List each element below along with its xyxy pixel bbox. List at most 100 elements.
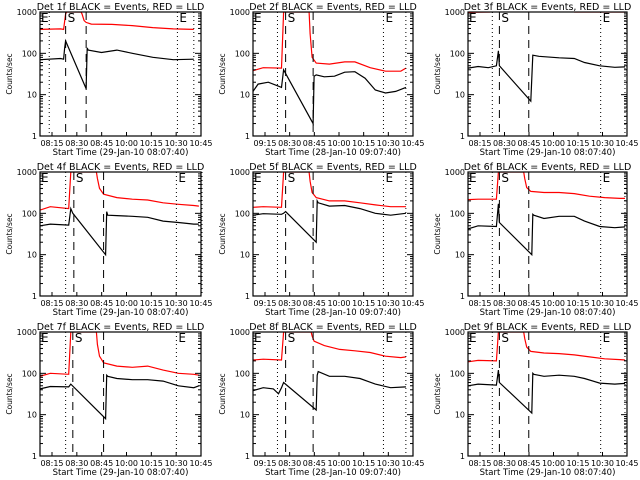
y-tick-label: 1000: [17, 168, 37, 177]
panel-title: Det 8f BLACK = Events, RED = LLD: [249, 322, 417, 333]
label-e-end: E: [603, 11, 611, 25]
x-tick-label: 08:30: [278, 459, 301, 468]
series-lld: [40, 172, 199, 211]
label-e-end: E: [385, 11, 393, 25]
label-e-end: E: [178, 331, 186, 345]
x-tick-label: 08:30: [65, 459, 88, 468]
panel-title: Det 6f BLACK = Events, RED = LLD: [464, 162, 632, 173]
label-e-start: E: [254, 171, 262, 185]
x-tick-label: 10:45: [401, 299, 424, 308]
y-tick-label: 1: [32, 132, 37, 141]
x-tick-label: 08:45: [303, 299, 326, 308]
x-tick-label: 08:30: [493, 139, 516, 148]
x-tick-label: 10:30: [377, 459, 400, 468]
y-tick-label: 1000: [230, 168, 250, 177]
x-tick-label: 10:15: [566, 299, 589, 308]
label-s: S: [288, 331, 296, 345]
label-s: S: [76, 171, 84, 185]
series-events: [468, 50, 626, 103]
x-tick-label: 09:15: [253, 299, 276, 308]
x-tick-label: 08:30: [493, 459, 516, 468]
label-e-start: E: [469, 11, 477, 25]
x-tick-label: 08:45: [303, 139, 326, 148]
label-e-start: E: [41, 171, 49, 185]
x-tick-label: 08:15: [40, 299, 63, 308]
x-axis-label: Start Time (28-Jan-10 09:07:40): [265, 468, 401, 478]
y-axis-label: Counts/sec: [433, 373, 442, 414]
plot-frame: [467, 11, 628, 137]
x-axis-label: Start Time (28-Jan-10 09:07:40): [265, 308, 401, 318]
series-events: [40, 38, 194, 89]
y-tick-label: 1000: [445, 168, 465, 177]
series-events: [468, 203, 626, 257]
y-tick-label: 1: [245, 132, 250, 141]
x-tick-label: 08:30: [278, 139, 301, 148]
x-tick-label: 10:00: [542, 459, 565, 468]
x-tick-label: 10:30: [165, 459, 188, 468]
plot-frame: [39, 331, 202, 457]
plot-frame: [252, 11, 414, 137]
series-lld: [40, 332, 200, 377]
y-axis-label: Counts/sec: [5, 53, 14, 94]
x-tick-label: 10:00: [115, 299, 138, 308]
x-tick-label: 08:45: [303, 459, 326, 468]
x-tick-label: 09:15: [253, 139, 276, 148]
x-tick-label: 08:15: [40, 139, 63, 148]
x-axis-label: Start Time (29-Jan-10 08:07:40): [53, 468, 189, 478]
x-axis-label: Start Time (29-Jan-10 08:07:40): [480, 468, 616, 478]
x-tick-label: 10:45: [401, 139, 424, 148]
x-axis-label: Start Time (29-Jan-10 08:07:40): [480, 308, 616, 318]
y-axis-label: Counts/sec: [5, 373, 14, 414]
panel-title: Det 9f BLACK = Events, RED = LLD: [464, 322, 632, 333]
y-tick-label: 100: [235, 209, 250, 218]
x-tick-label: 08:45: [517, 459, 540, 468]
series-lld: [40, 12, 194, 31]
plot-frame: [467, 171, 628, 297]
y-tick-label: 1000: [445, 8, 465, 17]
x-tick-label: 10:30: [377, 139, 400, 148]
x-tick-label: 08:30: [65, 299, 88, 308]
y-axis-label: Counts/sec: [433, 213, 442, 254]
y-tick-label: 1000: [17, 328, 37, 337]
y-tick-label: 100: [22, 209, 37, 218]
x-tick-label: 08:45: [90, 459, 113, 468]
label-s: S: [501, 331, 509, 345]
plot-frame: [39, 11, 202, 137]
y-axis-label: Counts/sec: [218, 53, 227, 94]
panel-title: Det 1f BLACK = Events, RED = LLD: [37, 2, 205, 13]
x-tick-label: 10:00: [542, 139, 565, 148]
y-tick-label: 1: [460, 452, 465, 461]
y-tick-label: 100: [22, 49, 37, 58]
x-tick-label: 10:45: [615, 139, 638, 148]
x-tick-label: 10:45: [189, 139, 212, 148]
y-axis-label: Counts/sec: [5, 213, 14, 254]
x-axis-label: Start Time (29-Jan-10 08:07:40): [480, 148, 616, 158]
y-tick-label: 100: [450, 369, 465, 378]
x-tick-label: 10:15: [140, 139, 163, 148]
label-e-start: E: [469, 171, 477, 185]
x-tick-label: 10:00: [115, 139, 138, 148]
x-tick-label: 10:15: [352, 459, 375, 468]
x-tick-label: 08:45: [517, 299, 540, 308]
label-e-start: E: [469, 331, 477, 345]
x-tick-label: 08:15: [468, 299, 491, 308]
y-axis-label: Counts/sec: [433, 53, 442, 94]
label-e-end: E: [603, 331, 611, 345]
panel-title: Det 2f BLACK = Events, RED = LLD: [249, 2, 417, 13]
label-e-end: E: [603, 171, 611, 185]
y-tick-label: 10: [27, 251, 37, 260]
panel-title: Det 5f BLACK = Events, RED = LLD: [249, 162, 417, 173]
y-tick-label: 1: [245, 452, 250, 461]
label-e-start: E: [41, 11, 49, 25]
y-axis-label: Counts/sec: [218, 213, 227, 254]
x-tick-label: 10:15: [140, 299, 163, 308]
y-tick-label: 10: [240, 251, 250, 260]
y-tick-label: 1: [460, 292, 465, 301]
label-s: S: [288, 11, 296, 25]
y-tick-label: 1: [32, 292, 37, 301]
series-lld: [468, 172, 625, 201]
